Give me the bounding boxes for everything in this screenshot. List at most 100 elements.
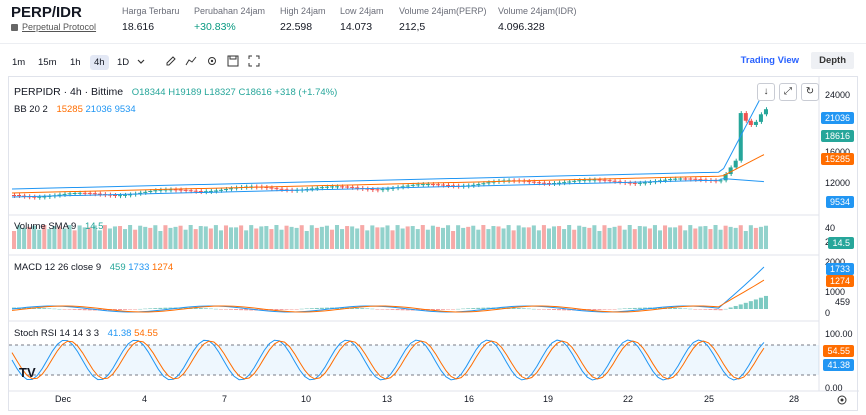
macd-hist-bar [541,309,546,310]
candle-body [582,179,587,181]
save-icon[interactable] [226,54,240,68]
volume-bar [52,226,57,249]
chart-area[interactable]: PERPIDR · 4h · Bittime O18344 H19189 L18… [8,76,859,412]
time-tick-dec: Dec [55,394,72,404]
candle-body [668,179,673,181]
volume-bar [506,225,511,249]
refresh-button[interactable]: ↻ [801,83,819,101]
volume-bar [486,229,491,249]
macd-hist-bar [22,307,27,309]
stat-volume-idr: Volume 24jam(IDR) 4.096.328 [498,6,577,33]
macd-hist-bar [208,308,213,310]
volume-bar [501,228,506,249]
download-button[interactable]: ↓ [757,83,775,101]
volume-bar [481,225,486,249]
candle-body [486,182,491,184]
macd-hist-bar [476,307,481,309]
macd-hist-bar [531,308,536,310]
protocol-link[interactable]: Perpetual Protocol [11,22,96,32]
chevron-down-icon[interactable] [136,56,150,70]
candle-body [607,180,612,182]
stat-volume-perp: Volume 24jam(PERP) 212,5 [399,6,487,33]
candle-body [627,182,632,184]
volume-bar [405,226,410,249]
collapse-button[interactable]: ⤢ [779,83,797,101]
volume-bar [440,227,446,249]
volume-bar [284,225,289,249]
macd-hist-bar [279,309,284,310]
volume-bar [546,228,551,249]
volume-bar [234,227,239,249]
candle-body [178,189,183,191]
volume-bar [128,225,133,249]
candle-body [390,188,395,190]
macd-hist-bar [395,309,400,311]
candle-body [698,179,703,181]
macd-hist-bar [57,308,62,310]
volume-bar [289,226,294,249]
pair-title: PERP/IDR [11,4,82,21]
candle-body [420,184,425,186]
fullscreen-icon[interactable] [247,54,261,68]
price-label-lower: 9534 [825,196,854,208]
interval-1h[interactable]: 1h [70,57,81,68]
signal-line [11,279,765,313]
volume-bar [415,229,420,249]
candle-body [32,196,37,198]
candle-body [345,186,350,188]
price-chart[interactable] [9,77,859,412]
settings-gear-icon[interactable] [835,393,849,407]
candle-body [683,178,688,180]
macd-hist-bar [138,308,143,310]
volume-bar [299,225,304,249]
macd-hist-bar [405,309,410,311]
gear-icon[interactable] [205,54,219,68]
candle-body [213,190,218,192]
volume-bar [67,225,72,249]
interval-1m[interactable]: 1m [12,57,26,68]
candle-body [476,184,481,186]
volume-bar [748,225,753,249]
volume-bar [562,229,567,249]
candle-body [67,193,72,195]
candle-body [77,192,82,194]
volume-bar [531,225,536,249]
interval-15m[interactable]: 15m [38,57,57,68]
volume-bar [107,228,112,249]
volume-bar [324,225,329,249]
tab-trading-view[interactable]: Trading View [740,55,800,66]
macd-hist-bar [456,308,461,310]
candle-body [481,183,486,185]
volume-bar [102,225,107,249]
macd-hist-bar [77,309,82,311]
tab-depth[interactable]: Depth [811,52,854,69]
stat-high: High 24jam 22.598 [280,6,326,33]
candle-body [153,190,158,192]
candle-body [274,188,279,190]
volume-bar [763,225,768,249]
macd-hist-bar [259,309,264,311]
macd-legend: MACD 12 26 close 9 459 1733 1274 [14,262,174,273]
interval-4h[interactable]: 4h [90,55,109,70]
pencil-icon[interactable] [164,54,178,68]
macd-hist-bar [481,307,486,309]
line-chart-icon[interactable] [184,54,198,68]
candle-body [203,191,208,193]
time-tick-7: 7 [222,394,228,404]
macd-hist-bar [355,307,360,309]
macd-hist-bar [390,309,395,310]
volume-bar [294,227,299,249]
macd-hist-bar [380,309,385,310]
candle-body [440,184,446,186]
volume-legend: Volume SMA 9 14.5 [14,221,104,232]
macd-hist-bar [743,302,748,309]
candle-body [329,186,334,188]
time-tick-10: 10 [301,394,312,404]
candle-body [148,191,153,193]
macd-hist-bar [198,308,203,309]
macd-tick-2000: 2000 [825,257,846,267]
volume-bar [738,225,743,249]
candle-body [138,192,143,194]
volume-bar [279,229,284,249]
interval-1d[interactable]: 1D [117,57,130,68]
